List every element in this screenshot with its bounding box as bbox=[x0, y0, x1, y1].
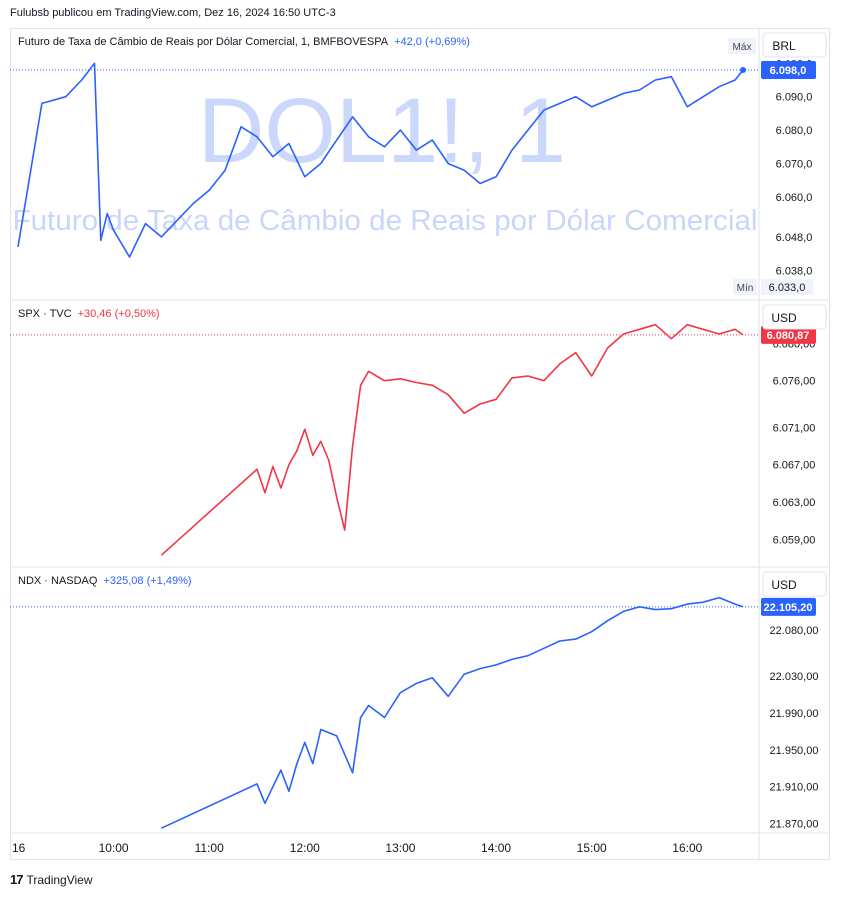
last-price-badge bbox=[761, 597, 816, 616]
legend-title: Futuro de Taxa de Câmbio de Reais por Dó… bbox=[18, 36, 389, 48]
y-tick-label: 6.070,0 bbox=[776, 158, 813, 170]
last-price-label: 6.080,87 bbox=[767, 330, 810, 342]
y-tick-label: 6.071,00 bbox=[773, 422, 816, 434]
min-marker: Mín bbox=[737, 283, 754, 294]
currency-label: USD bbox=[771, 578, 797, 592]
currency-button[interactable] bbox=[762, 571, 827, 597]
footer[interactable]: 17 TradingView bbox=[10, 872, 93, 887]
currency-label: BRL bbox=[772, 39, 796, 53]
legend-title: SPX · TVC bbox=[18, 308, 72, 320]
max-marker: Máx bbox=[733, 42, 752, 53]
currency-button[interactable] bbox=[762, 304, 827, 330]
publisher-caption: Fulubsb publicou em TradingView.com, Dez… bbox=[10, 7, 336, 19]
watermark-name: Futuro de Taxa de Câmbio de Reais por Dó… bbox=[13, 205, 758, 237]
y-tick-label: 6.038,0 bbox=[776, 265, 813, 277]
y-tick-label: 21.910,00 bbox=[770, 782, 819, 794]
y-tick-label: 6.048,0 bbox=[776, 232, 813, 244]
currency-label: USD bbox=[771, 311, 797, 325]
legend-change: +325,08 (+1,49%) bbox=[103, 575, 191, 587]
x-tick-label: 10:00 bbox=[99, 841, 129, 855]
last-price-dot bbox=[740, 67, 747, 74]
min-value-badge bbox=[761, 279, 813, 295]
x-tick-label: 15:00 bbox=[577, 841, 607, 855]
y-tick-label: 6.090,0 bbox=[776, 92, 813, 104]
min-marker-bg bbox=[733, 279, 757, 295]
last-price-badge bbox=[761, 325, 816, 344]
max-marker-bg bbox=[728, 38, 756, 54]
y-tick-label: 22.030,00 bbox=[770, 671, 819, 683]
y-tick-label: 6.080,0 bbox=[776, 125, 813, 137]
y-tick-label: 22.080,00 bbox=[770, 625, 819, 637]
currency-button[interactable] bbox=[762, 32, 827, 58]
min-value-label: 6.033,0 bbox=[769, 282, 806, 294]
series-line bbox=[161, 596, 744, 829]
series-line bbox=[17, 62, 744, 258]
y-tick-label: 21.950,00 bbox=[770, 745, 819, 757]
footer-brand: TradingView bbox=[26, 872, 93, 887]
y-tick-label: 6.076,00 bbox=[773, 376, 816, 388]
x-tick-label: 16 bbox=[12, 841, 26, 855]
legend-change: +42,0 (+0,69%) bbox=[394, 36, 470, 48]
y-tick-label: 6.063,00 bbox=[773, 497, 816, 509]
x-tick-label: 16:00 bbox=[672, 841, 702, 855]
y-tick-label: 6.059,00 bbox=[773, 534, 816, 546]
x-tick-label: 12:00 bbox=[290, 841, 320, 855]
last-price-badge bbox=[761, 61, 816, 80]
y-tick-label: 6.060,0 bbox=[776, 192, 813, 204]
x-tick-label: 13:00 bbox=[385, 841, 415, 855]
y-tick-label: 6.067,00 bbox=[773, 460, 816, 472]
last-price-label: 6.098,0 bbox=[770, 65, 807, 77]
legend-title: NDX · NASDAQ bbox=[18, 575, 98, 587]
y-tick-label: 21.870,00 bbox=[770, 819, 819, 831]
series-line bbox=[160, 323, 744, 556]
legend-change: +30,46 (+0,50%) bbox=[78, 308, 160, 320]
chart-frame bbox=[10, 28, 830, 860]
last-price-label: 22.105,20 bbox=[764, 602, 813, 614]
watermark-symbol: DOL1!, 1 bbox=[198, 80, 566, 182]
x-tick-label: 11:00 bbox=[195, 841, 224, 855]
y-tick-label: 21.990,00 bbox=[770, 708, 819, 720]
x-tick-label: 14:00 bbox=[481, 841, 511, 855]
tradingview-logo-icon: 17 bbox=[10, 872, 24, 887]
